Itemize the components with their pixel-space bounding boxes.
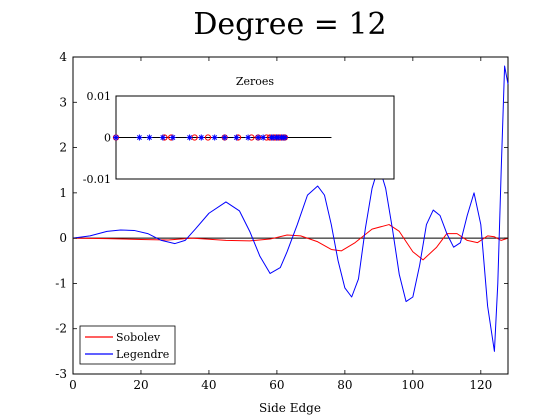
inset-marker-legendre [159,134,166,141]
inset-marker-sobolev [204,134,212,141]
x-tick-label: 120 [469,378,492,392]
y-tick-label: 2 [59,141,67,155]
y-tick-label: -3 [55,367,67,381]
legend-box [79,325,176,365]
x-tick-label: 20 [133,378,148,392]
inset-marker-legendre [146,134,153,141]
main-axes [72,56,509,375]
x-axis-label: Side Edge [259,401,321,415]
inset-marker-legendre [211,134,218,141]
inset-marker-legendre [233,134,240,141]
y-tick-label: 3 [59,95,67,109]
inset-marker-legendre [186,134,193,141]
y-tick-label: 4 [59,50,67,64]
x-tick-label: 60 [269,378,284,392]
inset-marker-legendre [113,134,119,141]
y-tick-label: 1 [59,186,67,200]
x-tick-label: 0 [69,378,77,392]
legend-label-sobolev: Sobolev [116,331,161,344]
inset-y-tick-label: 0.01 [87,90,112,103]
y-tick-label: -2 [55,322,67,336]
inset-marker-legendre [136,134,143,141]
plot-frame [72,56,509,375]
inset-marker-legendre [198,134,205,141]
inset-marker-legendre [221,134,228,141]
inset-marker-legendre [281,134,288,141]
x-tick-label: 80 [337,378,352,392]
inset-marker-legendre [260,134,267,141]
y-tick-label: 0 [59,231,67,245]
chart-title: Degree = 12 [193,7,386,42]
series-lines [72,65,509,352]
inset-title: Zeroes [236,75,275,88]
inset-plot: Zeroes -0.01 0 0.01 [83,75,395,186]
legend-label-legendre: Legendre [116,348,169,361]
series-line-sobolev [72,224,509,261]
inset-y-tick-label: -0.01 [83,173,111,186]
series-line-legendre [72,65,509,352]
x-tick-label: 100 [401,378,424,392]
y-tick-label: -1 [55,276,67,290]
inset-marker-legendre [255,134,262,141]
inset-y-tick-label: 0 [104,132,111,145]
axis-ticks: 0 20 40 60 80 100 120 -3 -2 -1 0 1 2 3 4 [55,50,508,392]
legend: Sobolev Legendre [79,325,176,365]
inset-markers [112,134,289,141]
x-tick-label: 40 [201,378,216,392]
inset-marker-legendre [245,134,252,141]
inset-marker-legendre [169,134,176,141]
